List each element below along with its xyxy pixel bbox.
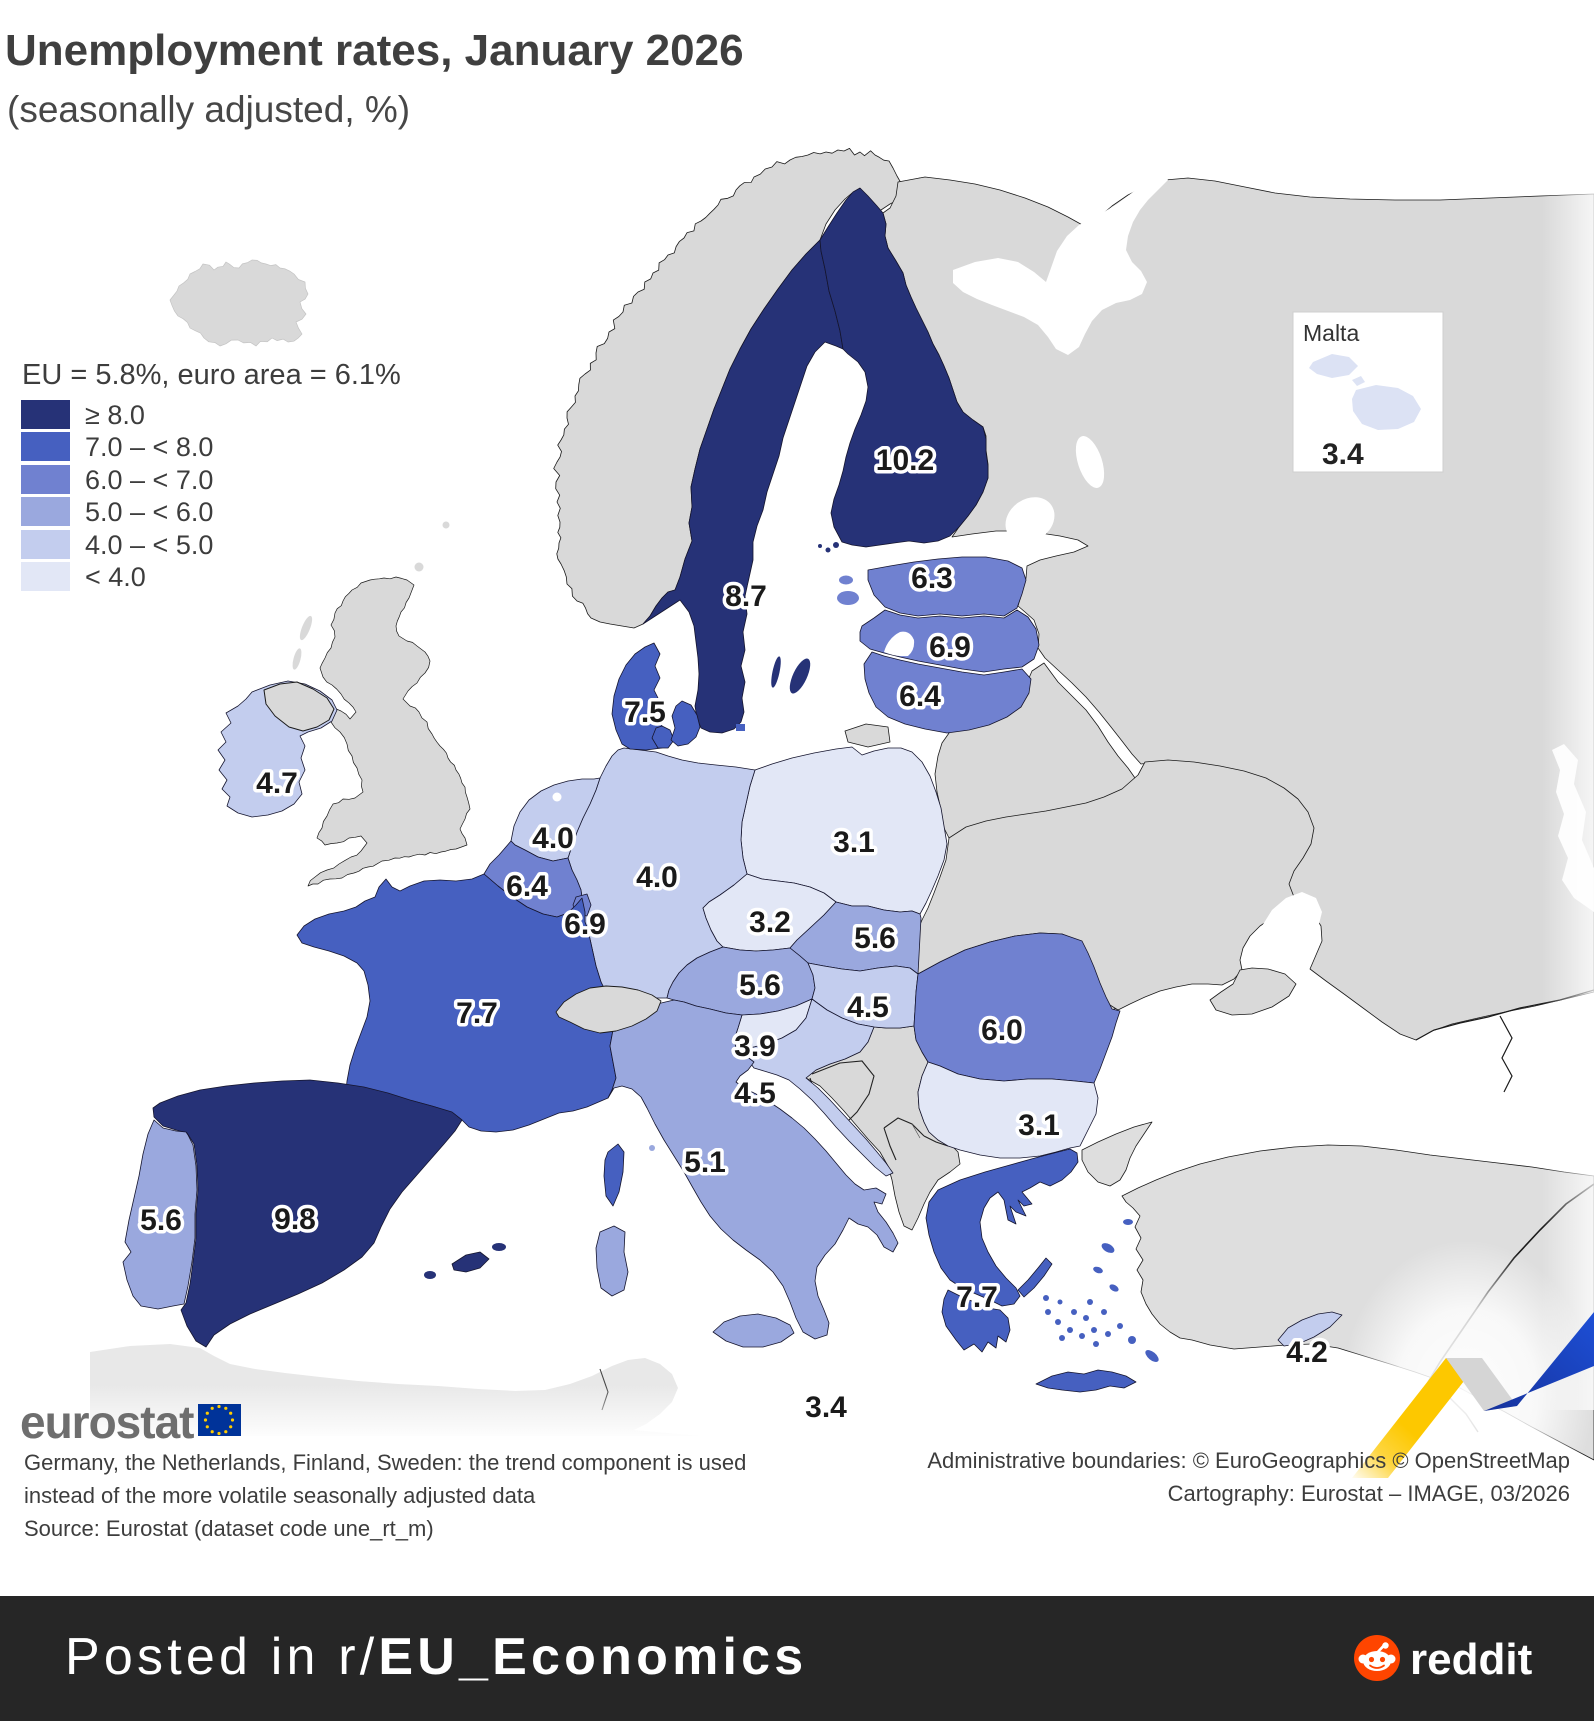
- svg-text:5.0 – < 6.0: 5.0 – < 6.0: [85, 497, 213, 527]
- svg-text:5.6: 5.6: [140, 1204, 182, 1237]
- svg-text:7.7: 7.7: [456, 997, 498, 1030]
- svg-text:8.7: 8.7: [725, 580, 767, 613]
- svg-text:9.8: 9.8: [274, 1203, 316, 1236]
- svg-text:instead of the more volatile s: instead of the more volatile seasonally …: [24, 1483, 536, 1508]
- svg-text:6.9: 6.9: [564, 908, 606, 941]
- svg-text:EU = 5.8%, euro area = 6.1%: EU = 5.8%, euro area = 6.1%: [22, 359, 401, 391]
- svg-text:Source: Eurostat (dataset code: Source: Eurostat (dataset code une_rt_m): [24, 1516, 434, 1541]
- svg-text:4.5: 4.5: [734, 1077, 776, 1110]
- svg-text:6.9: 6.9: [929, 631, 971, 664]
- svg-text:6.0: 6.0: [981, 1014, 1023, 1047]
- svg-text:4.2: 4.2: [1286, 1336, 1328, 1369]
- svg-text:3.4: 3.4: [805, 1391, 847, 1424]
- svg-text:7.5: 7.5: [624, 696, 666, 729]
- svg-text:3.2: 3.2: [749, 906, 791, 939]
- svg-text:Malta: Malta: [1303, 320, 1359, 346]
- svg-text:4.0: 4.0: [532, 822, 574, 855]
- svg-text:3.1: 3.1: [833, 826, 875, 859]
- svg-text:eurostat: eurostat: [20, 1396, 194, 1448]
- svg-text:Cartography: Eurostat – IMAGE,: Cartography: Eurostat – IMAGE, 03/2026: [1168, 1481, 1570, 1506]
- svg-text:10.2: 10.2: [876, 444, 934, 477]
- svg-text:4.0 – < 5.0: 4.0 – < 5.0: [85, 530, 213, 560]
- svg-text:< 4.0: < 4.0: [85, 562, 146, 592]
- svg-text:6.0 – < 7.0: 6.0 – < 7.0: [85, 465, 213, 495]
- svg-text:≥ 8.0: ≥ 8.0: [85, 400, 145, 430]
- svg-text:5.6: 5.6: [739, 969, 781, 1002]
- svg-text:7.0 – < 8.0: 7.0 – < 8.0: [85, 432, 213, 462]
- svg-text:Posted in r/EU_Economics: Posted in r/EU_Economics: [65, 1628, 807, 1686]
- svg-text:6.4: 6.4: [506, 870, 548, 903]
- svg-text:4.5: 4.5: [847, 991, 889, 1024]
- svg-text:5.1: 5.1: [684, 1146, 726, 1179]
- svg-text:6.4: 6.4: [899, 680, 941, 713]
- svg-text:5.6: 5.6: [854, 922, 896, 955]
- svg-text:7.7: 7.7: [956, 1281, 998, 1314]
- svg-text:reddit: reddit: [1410, 1635, 1533, 1684]
- svg-text:4.0: 4.0: [636, 861, 678, 894]
- svg-text:4.7: 4.7: [256, 767, 298, 800]
- svg-text:6.3: 6.3: [911, 562, 953, 595]
- svg-text:3.4: 3.4: [1322, 438, 1364, 471]
- svg-text:Germany, the Netherlands, Finl: Germany, the Netherlands, Finland, Swede…: [24, 1450, 746, 1475]
- svg-text:3.1: 3.1: [1018, 1109, 1060, 1142]
- svg-text:3.9: 3.9: [734, 1030, 776, 1063]
- svg-text:Administrative boundaries: © E: Administrative boundaries: © EuroGeograp…: [927, 1448, 1570, 1473]
